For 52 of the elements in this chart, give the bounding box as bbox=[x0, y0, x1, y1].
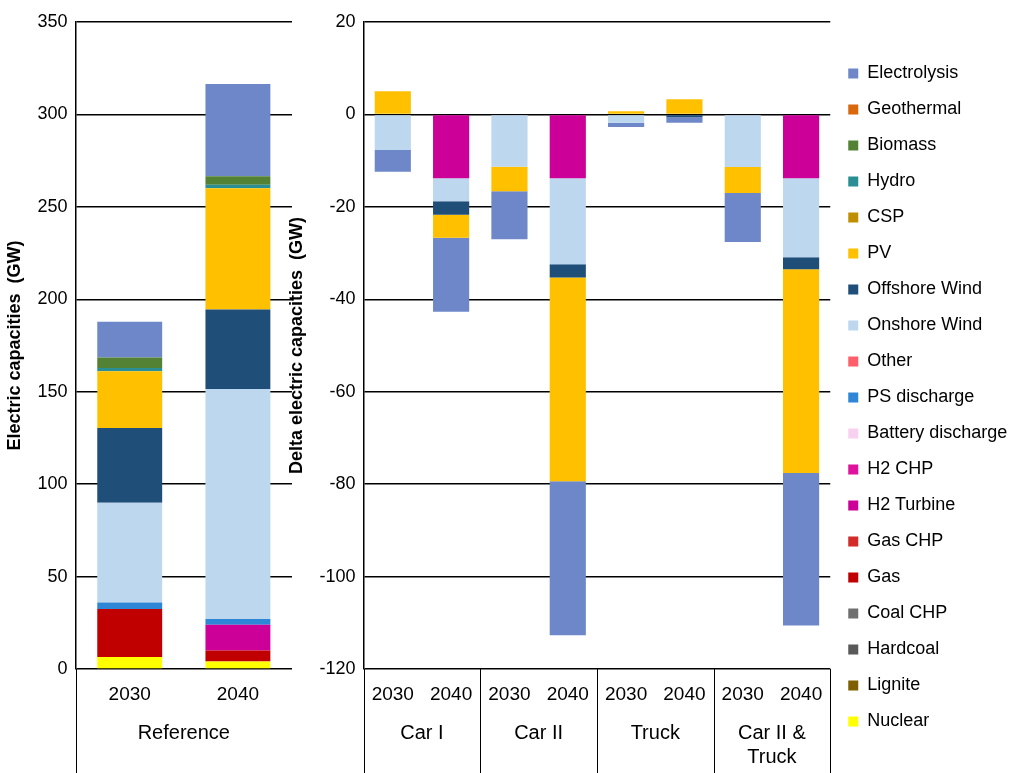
legend-label: PV bbox=[867, 242, 892, 263]
x-tick-label: 2030 bbox=[721, 682, 764, 704]
legend-label: Gas bbox=[867, 566, 901, 587]
legend-label: Biomass bbox=[867, 134, 937, 155]
legend-label: Gas CHP bbox=[867, 530, 944, 551]
y-tick-label: -80 bbox=[329, 473, 356, 494]
x-tick-label: 2030 bbox=[371, 682, 414, 704]
legend-label: Hydro bbox=[867, 170, 916, 191]
x-tick-label: 2040 bbox=[216, 682, 260, 704]
y-tick-label: 0 bbox=[345, 103, 356, 124]
y-tick-label: 20 bbox=[335, 10, 356, 31]
y-tick-label: -20 bbox=[329, 195, 356, 216]
y-tick-label: 150 bbox=[37, 380, 68, 401]
x-tick-label: 2040 bbox=[429, 682, 473, 704]
legend-label: Other bbox=[867, 350, 913, 371]
legend-label: Lignite bbox=[867, 674, 921, 695]
legend-label: Nuclear bbox=[867, 710, 930, 731]
y-tick-label: -100 bbox=[319, 565, 356, 586]
y-tick-label: 200 bbox=[37, 288, 68, 309]
x-tick-label: 2040 bbox=[663, 682, 706, 704]
y-tick-label: -60 bbox=[329, 380, 356, 401]
legend-label: CSP bbox=[867, 206, 905, 227]
y-tick-label: 250 bbox=[37, 195, 68, 216]
legend-label: H2 CHP bbox=[867, 458, 934, 479]
y-tick-label: 300 bbox=[37, 103, 68, 124]
x-tick-label: 2030 bbox=[488, 682, 531, 704]
x-tick-label: 2030 bbox=[108, 682, 151, 704]
x-tick-label: 2030 bbox=[604, 682, 648, 704]
legend-label: Battery discharge bbox=[867, 422, 1008, 443]
y-axis-title: Electric capacities (GW) bbox=[3, 240, 24, 451]
legend-label: Offshore Wind bbox=[867, 278, 982, 299]
legend-label: Coal CHP bbox=[867, 602, 948, 623]
legend-label: Electrolysis bbox=[867, 62, 959, 83]
y-tick-label: 50 bbox=[47, 565, 68, 586]
legend-label: H2 Turbine bbox=[867, 494, 956, 515]
y-tick-label: 0 bbox=[57, 657, 68, 678]
y-axis-title: Delta electric capacities (GW) bbox=[285, 216, 306, 475]
text: Reference bbox=[137, 720, 230, 743]
y-tick-label: -120 bbox=[319, 657, 356, 678]
legend-label: Onshore Wind bbox=[867, 314, 983, 335]
text: Car II & Truck bbox=[738, 720, 807, 767]
y-tick-label: -40 bbox=[329, 288, 356, 309]
y-tick-label: 100 bbox=[37, 473, 68, 494]
y-tick-label: 350 bbox=[37, 10, 68, 31]
legend-label: Hardcoal bbox=[867, 638, 940, 659]
text: Car II bbox=[514, 720, 564, 743]
x-tick-label: 2040 bbox=[779, 682, 823, 704]
x-tick-label: 2040 bbox=[546, 682, 589, 704]
legend-label: Geothermal bbox=[867, 98, 962, 119]
text: Truck bbox=[630, 720, 681, 743]
text: Car I bbox=[400, 720, 444, 743]
legend-label: PS discharge bbox=[867, 386, 975, 407]
